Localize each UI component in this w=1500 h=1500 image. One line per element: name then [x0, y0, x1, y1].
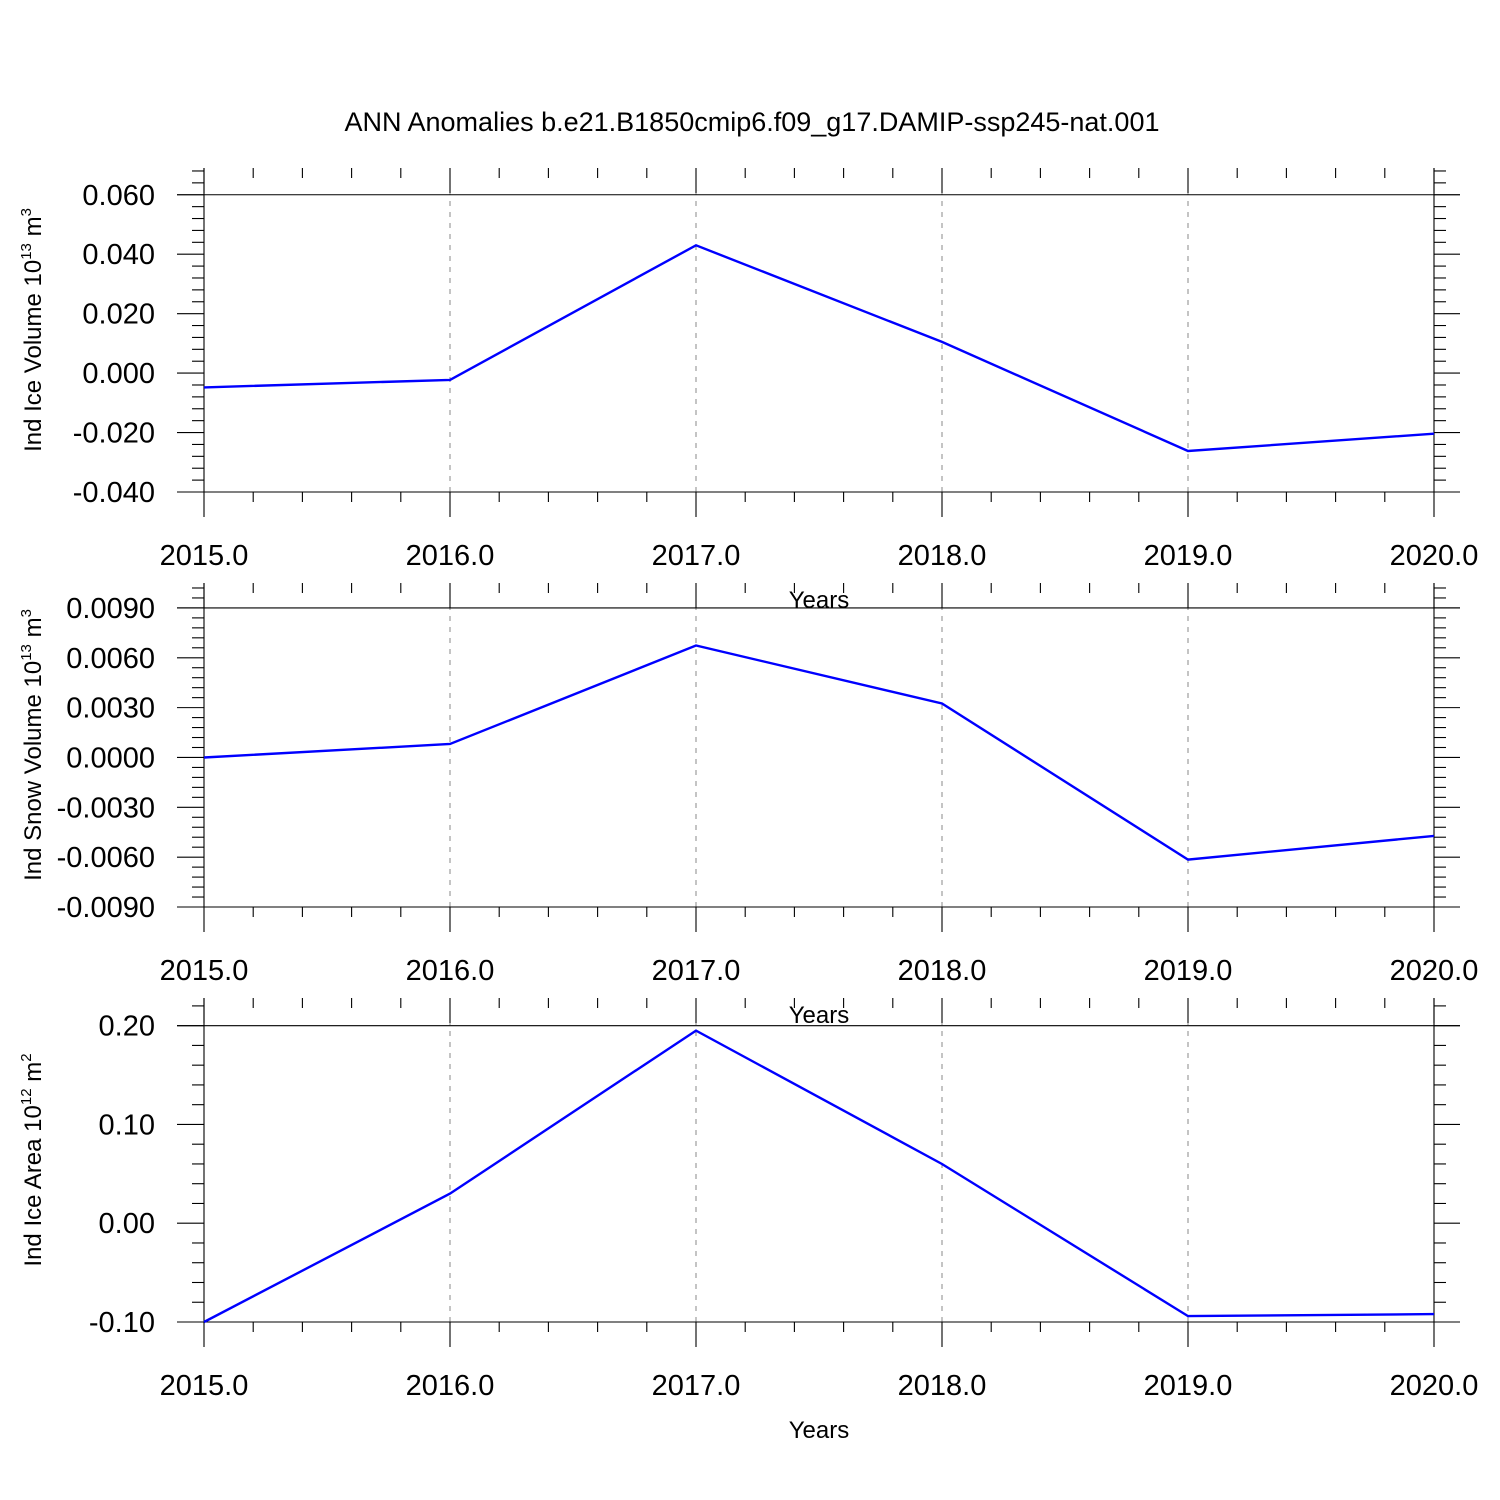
y-axis-title-part: 12 — [18, 1088, 35, 1105]
y-tick-label: 0.000 — [82, 358, 155, 390]
x-tick-label: 2018.0 — [898, 1370, 987, 1402]
y-axis-title-part: m — [20, 216, 47, 243]
y-tick-label: -0.10 — [89, 1307, 155, 1339]
y-tick-label: -0.0030 — [57, 792, 155, 824]
x-tick-label: 2020.0 — [1390, 955, 1479, 987]
y-axis-title-part: m — [20, 1062, 47, 1089]
series-line — [203, 243, 1435, 453]
y-axis-title-part: Ind Ice Area 10 — [20, 1105, 47, 1266]
x-tick-label: 2015.0 — [160, 540, 249, 572]
x-tick-label: 2016.0 — [406, 540, 495, 572]
y-tick-label: 0.040 — [82, 239, 155, 271]
y-tick-label: 0.00 — [99, 1208, 155, 1240]
x-tick-label: 2018.0 — [898, 540, 987, 572]
y-axis-title: Ind Ice Volume 1013 m3 — [18, 208, 47, 452]
figure-title: ANN Anomalies b.e21.B1850cmip6.f09_g17.D… — [345, 107, 1160, 137]
y-tick-label: -0.0060 — [57, 842, 155, 874]
x-tick-label: 2016.0 — [406, 1370, 495, 1402]
y-axis-title: Ind Snow Volume 1013 m3 — [18, 609, 47, 881]
y-tick-label: 0.020 — [82, 299, 155, 331]
x-tick-label: 2019.0 — [1144, 1370, 1233, 1402]
x-tick-label: 2015.0 — [160, 955, 249, 987]
y-axis-title-part: Ind Ice Volume 10 — [20, 260, 47, 452]
y-tick-label: -0.0090 — [57, 892, 155, 924]
x-tick-label: 2017.0 — [652, 540, 741, 572]
y-tick-label: 0.0060 — [66, 643, 155, 675]
y-axis-title-part: 13 — [18, 644, 35, 661]
series-line — [203, 644, 1435, 861]
x-tick-label: 2020.0 — [1390, 1370, 1479, 1402]
x-axis-title: Years — [789, 1417, 850, 1444]
series-line — [203, 1029, 1435, 1324]
x-tick-label: 2016.0 — [406, 955, 495, 987]
panel-ice-volume: 2015.0 2016.0 2017.0 2018.0 2019.0 2020.0 -0.0… — [18, 168, 1478, 614]
x-tick-label: 2015.0 — [160, 1370, 249, 1402]
x-tick-label: 2017.0 — [652, 955, 741, 987]
y-axis-title-part: 13 — [18, 243, 35, 260]
x-tick-label: 2020.0 — [1390, 540, 1479, 572]
y-axis-title: Ind Ice Area 1012 m2 — [18, 1053, 47, 1266]
x-tick-label: 2019.0 — [1144, 955, 1233, 987]
y-axis-title-part: m — [20, 617, 47, 644]
x-axis-title: Years — [789, 1002, 850, 1029]
x-tick-label: 2017.0 — [652, 1370, 741, 1402]
x-axis-title: Years — [789, 587, 850, 614]
y-axis-title-part: 2 — [18, 1053, 35, 1061]
y-axis-title-part: Ind Snow Volume 10 — [20, 661, 47, 881]
y-tick-label: 0.0030 — [66, 693, 155, 725]
y-tick-label: -0.040 — [73, 477, 155, 509]
y-axis-title-part: 3 — [18, 208, 35, 216]
y-axis-title-part: 3 — [18, 609, 35, 617]
panel-snow-volume: 2015.0 2016.0 2017.0 2018.0 2019.0 2020.0 -0.0… — [18, 583, 1478, 1029]
y-tick-label: -0.020 — [73, 418, 155, 450]
panel-ice-area: 2015.0 2016.0 2017.0 2018.0 2019.0 2020.0 -0.1… — [18, 998, 1478, 1444]
x-tick-label: 2018.0 — [898, 955, 987, 987]
y-tick-label: 0.20 — [99, 1011, 155, 1043]
x-tick-label: 2019.0 — [1144, 540, 1233, 572]
y-tick-label: 0.10 — [99, 1109, 155, 1141]
y-tick-label: 0.060 — [82, 180, 155, 212]
y-tick-label: 0.0090 — [66, 593, 155, 625]
y-tick-label: 0.0000 — [66, 742, 155, 774]
